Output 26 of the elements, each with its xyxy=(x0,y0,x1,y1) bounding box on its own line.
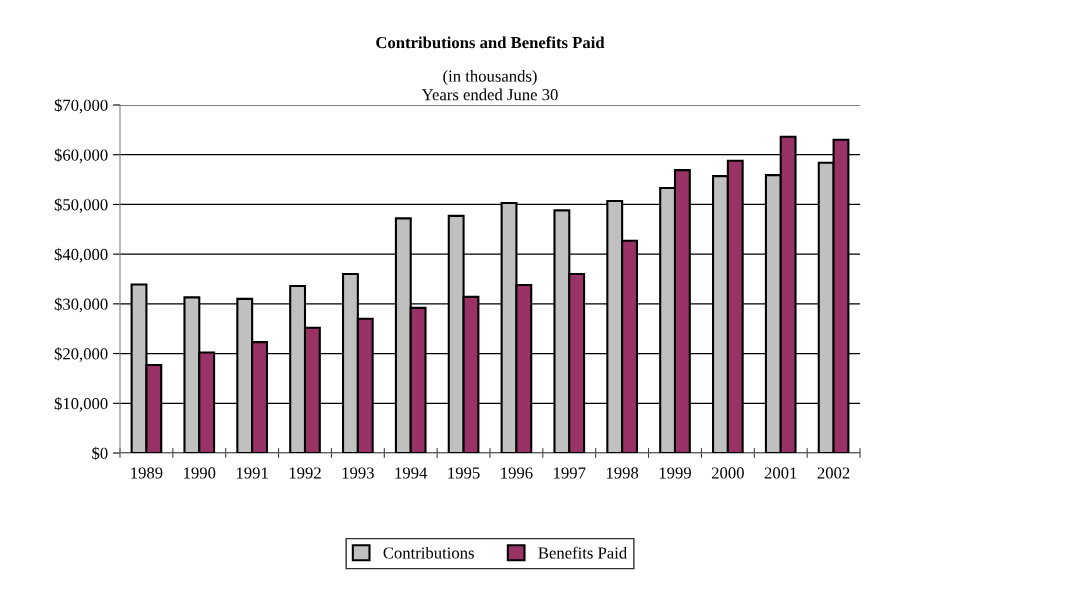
x-tick-label: 1991 xyxy=(236,467,268,479)
x-tick-label: 1995 xyxy=(448,467,480,479)
x-tick-label: 1992 xyxy=(289,467,321,479)
y-tick-label: $0 xyxy=(92,446,108,461)
x-tick-label: 1998 xyxy=(606,467,639,479)
y-tick-label: $60,000 xyxy=(54,148,108,164)
y-tick-label: $10,000 xyxy=(54,397,108,412)
x-tick-label: 1993 xyxy=(342,467,374,479)
x-tick-label: 1996 xyxy=(501,467,533,479)
x-tick-label: 2001 xyxy=(764,467,797,479)
x-tick-label: 1989 xyxy=(131,467,163,479)
x-tick-label: 1994 xyxy=(395,467,428,479)
x-tick-label: 2000 xyxy=(711,467,744,479)
chart-subtitle: (in thousands) Years ended June 30 xyxy=(421,70,558,101)
y-tick-label: $30,000 xyxy=(54,297,108,313)
x-tick-label: 1990 xyxy=(184,467,216,479)
y-tick-label: $70,000 xyxy=(54,98,108,114)
y-tick-label: $40,000 xyxy=(54,247,108,263)
legend-label: Benefits Paid xyxy=(538,546,627,559)
chart-title: Contributions and Benefits Paid xyxy=(376,36,605,49)
legend-label: Contributions xyxy=(383,546,474,559)
x-tick-label: 1999 xyxy=(659,467,691,479)
x-tick-label: 2002 xyxy=(817,467,850,479)
x-tick-label: 1997 xyxy=(554,467,586,479)
y-tick-label: $20,000 xyxy=(54,347,108,362)
y-tick-label: $50,000 xyxy=(54,198,108,213)
